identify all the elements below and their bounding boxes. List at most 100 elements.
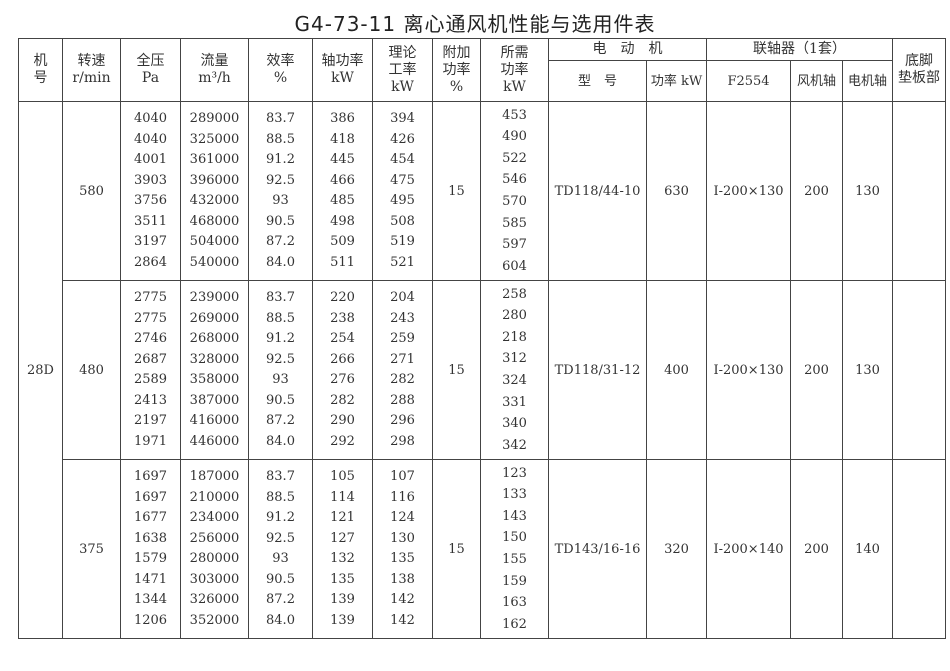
base-cell [892,280,947,460]
efficiency-cell-value: 92.5 [266,172,295,188]
shaft-power-cell-value: 114 [330,489,355,505]
efficiency-cell-value: 83.7 [266,290,295,305]
motor-power-cell: 630 [646,101,707,281]
motor-power-cell: 400 [646,280,707,460]
fan-shaft-cell: 200 [790,280,843,460]
flow-cell-value: 234000 [189,510,240,525]
page-title: G4-73-11 离心通风机性能与选用件表 [294,12,656,36]
flow-cell-value: 269000 [189,310,240,326]
extra-power-cell: 15 [432,101,481,281]
required-power-cell-value: 150 [502,530,527,546]
flow-cell-value: 540000 [189,254,240,270]
header-coupling-model: F2554 [706,60,791,102]
theory-power-cell-value: 259 [390,331,415,346]
pressure-cell-value: 1971 [133,433,168,449]
theory-power-cell-value: 116 [390,489,415,505]
required-power-cell: 123 133 143 150 155 159 163 162 [480,459,549,639]
required-power-cell-value: 331 [502,394,527,410]
theory-power-cell-value: 519 [390,234,415,249]
theory-power-cell-value: 142 [390,612,415,628]
efficiency-cell-value: 84.0 [266,612,295,628]
flow-cell-value: 303000 [189,571,240,587]
pressure-cell-value: 3511 [133,213,168,229]
shaft-power-cell-value: 238 [330,310,355,326]
pressure-cell-value: 2775 [133,290,168,305]
efficiency-cell-value: 92.5 [266,530,295,546]
header-flow: 流量 m³/h [180,38,249,102]
required-power-cell-value: 522 [502,150,527,166]
pressure-cell-value: 1697 [133,469,168,484]
theory-power-cell-value: 495 [390,193,415,208]
efficiency-cell-value: 91.2 [266,331,295,346]
efficiency-cell-value: 87.2 [266,234,295,249]
required-power-cell-value: 453 [502,107,527,123]
flow-cell-value: 326000 [189,592,240,607]
theory-power-cell-value: 508 [390,213,415,229]
flow-cell: 289000 325000 361000 396000 432000 468000 5040… [180,101,249,281]
header-extra-power: 附加 功率 % [432,38,481,102]
required-power-cell-value: 342 [502,437,527,453]
extra-power-cell: 15 [432,280,481,460]
pressure-cell: 1697 1697 1677 1638 1579 1471 1344 1206 [120,459,181,639]
theory-power-cell-value: 454 [390,152,415,167]
efficiency-cell-value: 83.7 [266,469,295,484]
pressure-cell-value: 1579 [133,551,168,566]
motor-type-cell: TD118/31-12 [548,280,647,460]
header-motor-type: 型 号 [548,60,647,102]
required-power-cell-value: 218 [502,329,527,345]
shaft-power-cell: 220 238 254 266 276 282 290 292 [312,280,373,460]
shaft-power-cell-value: 466 [330,172,355,188]
theory-power-cell-value: 271 [390,351,415,367]
shaft-power-cell-value: 139 [330,612,355,628]
shaft-power-cell-value: 485 [330,193,355,208]
efficiency-cell-value: 84.0 [266,433,295,449]
speed-cell: 580 [62,101,121,281]
flow-cell-value: 280000 [189,551,240,566]
shaft-power-cell-value: 254 [330,331,355,346]
pressure-cell-value: 2197 [133,413,168,428]
efficiency-cell-value: 90.5 [266,571,295,587]
speed-cell: 480 [62,280,121,460]
required-power-cell-value: 546 [502,172,527,188]
extra-power-cell: 15 [432,459,481,639]
flow-cell-value: 325000 [189,131,240,147]
model-cell: 28D [18,101,63,639]
header-motor: 电 动 机 [548,37,707,62]
shaft-power-cell-value: 266 [330,351,355,367]
flow-cell: 239000 269000 268000 328000 358000 387000 4160… [180,280,249,460]
efficiency-cell: 83.7 88.5 91.2 92.5 93 90.5 87.2 84.0 [248,101,313,281]
pressure-cell-value: 2413 [133,392,168,408]
header-model-no: 机 号 [18,38,63,102]
theory-power-cell-value: 107 [390,469,415,484]
theory-power-cell-value: 296 [390,413,415,428]
pressure-cell-value: 3756 [133,193,168,208]
motor-power-cell: 320 [646,459,707,639]
required-power-cell-value: 340 [502,416,527,432]
header-motor-shaft: 电机轴 [841,60,894,102]
required-power-cell-value: 312 [502,351,527,367]
required-power-cell-value: 324 [502,373,527,388]
header-efficiency: 效率 % [248,38,313,102]
pressure-cell-value: 3903 [133,172,168,188]
pressure-cell-value: 2864 [133,254,168,270]
theory-power-cell-value: 135 [390,551,415,566]
required-power-cell-value: 163 [502,595,527,611]
pressure-cell-value: 4001 [133,152,168,167]
required-power-cell-value: 570 [502,194,527,209]
required-power-cell-value: 143 [502,508,527,524]
pressure-cell-value: 1344 [133,592,168,607]
efficiency-cell-value: 93 [272,551,289,566]
motor-shaft-cell: 140 [841,459,894,639]
shaft-power-cell-value: 445 [330,152,355,167]
efficiency-cell-value: 90.5 [266,213,295,229]
shaft-power-cell-value: 282 [330,392,355,408]
pressure-cell-value: 1206 [133,612,168,628]
header-shaft-power: 轴功率 kW [312,38,373,102]
shaft-power-cell: 386 418 445 466 485 498 509 511 [312,101,373,281]
theory-power-cell-value: 521 [390,254,415,270]
required-power-cell-value: 155 [502,552,527,567]
header-speed: 转速 r/min [62,38,121,102]
required-power-cell: 453 490 522 546 570 585 597 604 [480,101,549,281]
header-pressure: 全压 Pa [120,38,181,102]
efficiency-cell-value: 93 [272,193,289,208]
